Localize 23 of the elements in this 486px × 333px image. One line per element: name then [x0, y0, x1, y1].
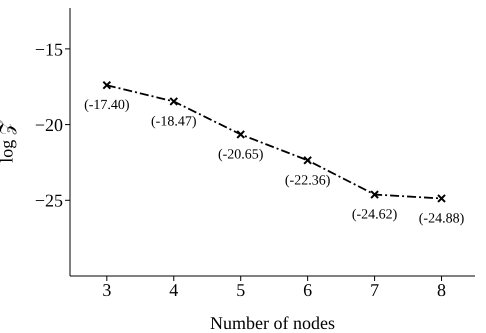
point [370, 190, 380, 200]
x-tick-label: 3 [102, 280, 112, 300]
point [102, 80, 112, 90]
data-label: (-24.62) [352, 208, 398, 223]
x-axis-title: Number of nodes [210, 313, 335, 333]
data-label: (-24.88) [418, 211, 465, 226]
data-label: (-18.47) [151, 114, 197, 130]
data-label: (-22.36) [284, 173, 331, 188]
y-tick-label: −25 [34, 190, 63, 211]
point [437, 194, 446, 203]
y-tick-label: −15 [34, 39, 63, 60]
data-label: (-20.65) [218, 147, 264, 162]
x-tick-label: 5 [236, 280, 246, 300]
x-tick-label: 6 [303, 280, 312, 300]
point [169, 96, 178, 106]
point [236, 130, 246, 139]
data-label: (-17.40) [84, 98, 130, 114]
y-tick-label: −20 [34, 114, 63, 135]
point [303, 156, 312, 165]
x-tick-label: 7 [370, 280, 380, 300]
y-axis-title: log 𝒵 [0, 120, 16, 163]
x-tick-label: 8 [437, 280, 446, 300]
x-tick-label: 4 [169, 280, 178, 300]
